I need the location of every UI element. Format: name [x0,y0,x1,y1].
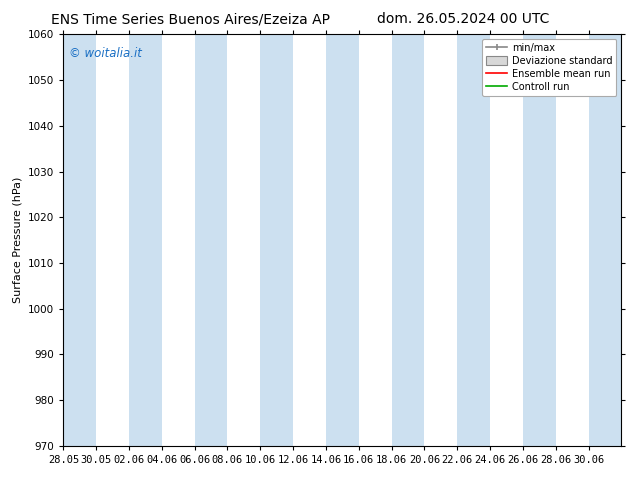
Bar [588,34,621,446]
Bar [129,34,162,446]
Text: dom. 26.05.2024 00 UTC: dom. 26.05.2024 00 UTC [377,12,549,26]
Bar [63,34,96,446]
Bar [261,34,293,446]
Bar [457,34,490,446]
Bar [326,34,359,446]
Text: © woitalia.it: © woitalia.it [69,47,142,60]
Legend: min/max, Deviazione standard, Ensemble mean run, Controll run: min/max, Deviazione standard, Ensemble m… [482,39,616,96]
Bar [523,34,555,446]
Bar [195,34,228,446]
Bar [392,34,424,446]
Text: ENS Time Series Buenos Aires/Ezeiza AP: ENS Time Series Buenos Aires/Ezeiza AP [51,12,330,26]
Y-axis label: Surface Pressure (hPa): Surface Pressure (hPa) [13,177,23,303]
